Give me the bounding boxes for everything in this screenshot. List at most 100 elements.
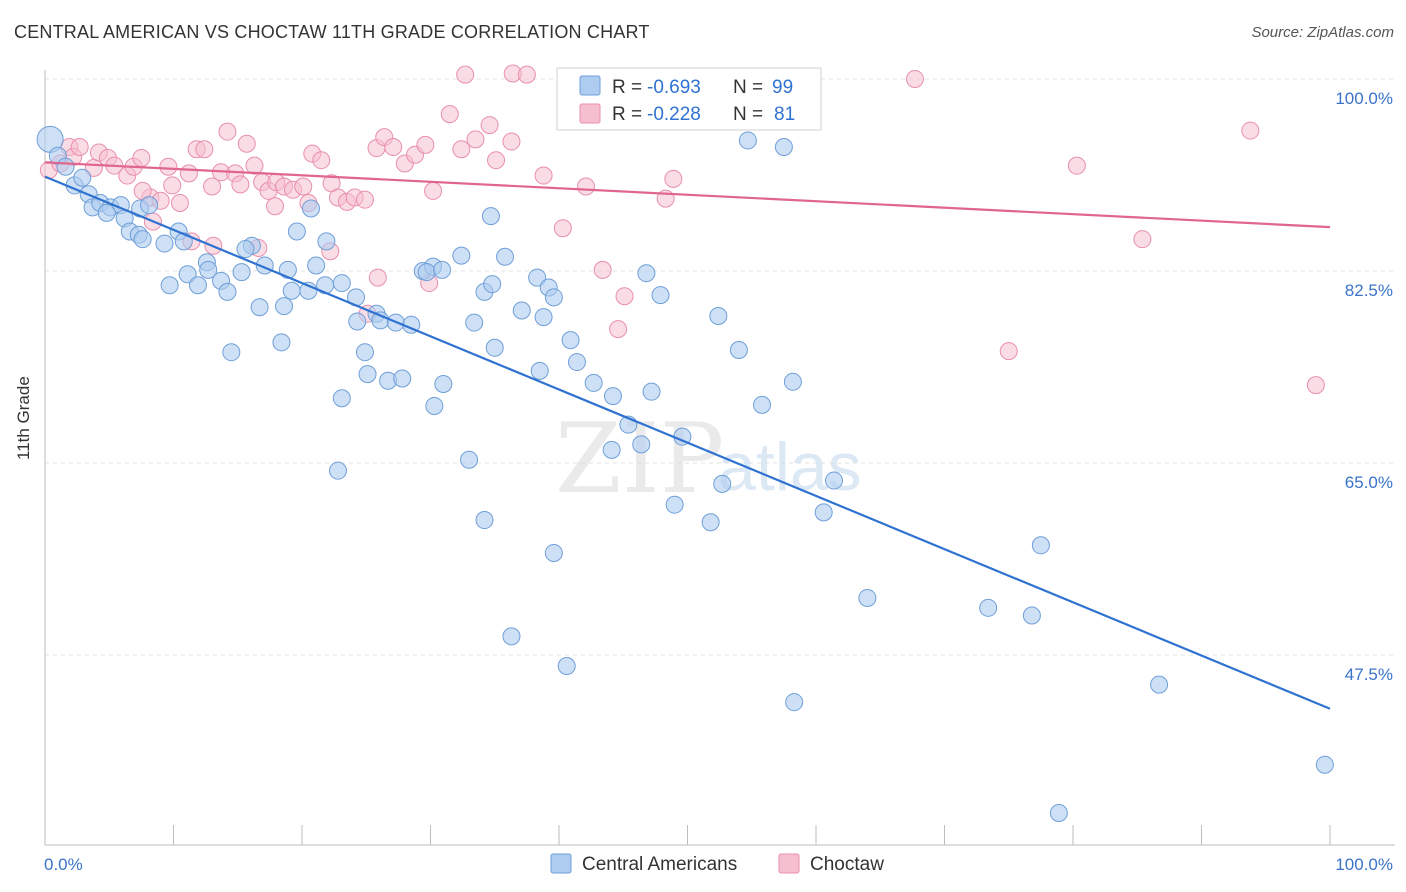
central-americans-point-81 <box>434 375 453 394</box>
choctaw-point-59 <box>615 287 634 306</box>
central-americans-point-61 <box>534 308 553 327</box>
trend-lines <box>44 161 1331 710</box>
choctaw-point-49 <box>466 130 485 149</box>
central-americans-point-95 <box>783 372 802 391</box>
watermark-zip: ZIP <box>555 403 724 515</box>
central-americans-point-34 <box>307 256 326 275</box>
chart-title: CENTRAL AMERICAN VS CHOCTAW 11TH GRADE C… <box>14 22 650 42</box>
central-americans-point-70 <box>584 373 603 392</box>
choctaw-point-20 <box>203 177 222 196</box>
central-americans-point-55 <box>483 275 502 294</box>
central-americans-point-66 <box>603 387 622 406</box>
central-americans-point-86 <box>637 264 656 283</box>
choctaw-point-16 <box>170 193 189 212</box>
central-americans-point-72 <box>272 333 291 352</box>
central-americans-point-90 <box>475 511 494 530</box>
central-americans-point-39 <box>275 297 294 316</box>
central-americans-point-84 <box>774 138 793 157</box>
choctaw-point-76 <box>1067 156 1086 175</box>
central-americans-point-77 <box>393 369 412 388</box>
central-americans-point-2 <box>56 157 75 176</box>
legend-swatch-pink <box>579 103 601 124</box>
choctaw-point-17 <box>179 164 198 183</box>
central-americans-point-74 <box>358 365 377 384</box>
choctaw-point-32 <box>294 177 313 196</box>
choctaw-point-56 <box>576 177 595 196</box>
central-americans-point-103 <box>785 693 804 712</box>
x-tick-label-0: 0.0% <box>44 855 83 874</box>
bottom-legend-label-central-americans: Central Americans <box>582 854 737 875</box>
legend-swatch-blue <box>579 75 601 96</box>
choctaw-trend-line <box>44 161 1331 229</box>
legend-r-label-2: R = <box>612 104 642 125</box>
tick-labels: 100.0% 82.5% 65.0% 47.5% 0.0% 100.0% <box>44 89 1393 874</box>
central-americans-point-19 <box>174 232 193 251</box>
legend-n-label-1: N = <box>733 77 763 98</box>
central-americans-point-56 <box>485 338 504 357</box>
choctaw-point-65 <box>368 268 387 287</box>
choctaw-point-73 <box>452 140 471 159</box>
central-americans-point-10 <box>97 203 116 222</box>
choctaw-point-47 <box>440 105 459 124</box>
y-tick-label-0: 100.0% <box>1335 89 1393 108</box>
central-americans-point-96 <box>858 588 877 607</box>
central-americans-point-91 <box>502 627 521 646</box>
central-americans-point-20 <box>178 265 197 284</box>
central-americans-point-38 <box>250 298 269 317</box>
central-americans-point-104 <box>824 471 843 490</box>
choctaw-point-80 <box>1306 376 1325 395</box>
legend: R = -0.693 N = 99 R = -0.228 N = 81 <box>556 67 822 131</box>
choctaw-point-25 <box>237 134 256 153</box>
bottom-legend-swatch-blue <box>550 853 572 874</box>
central-americans-point-80 <box>425 396 444 415</box>
choctaw-point-57 <box>593 260 612 279</box>
watermark: ZIP atlas <box>555 403 862 515</box>
central-americans-point-36 <box>317 232 336 251</box>
choctaw-point-78 <box>999 342 1018 361</box>
choctaw-point-54 <box>534 166 553 185</box>
central-americans-point-23 <box>188 276 207 295</box>
series-central-americans-points <box>36 125 1334 822</box>
central-americans-point-26 <box>218 282 237 301</box>
central-americans-trend-line <box>44 175 1331 710</box>
central-americans-point-63 <box>530 361 549 380</box>
central-americans-point-83 <box>738 131 757 150</box>
central-americans-point-50 <box>433 260 452 279</box>
central-americans-point-75 <box>332 389 351 408</box>
choctaw-point-79 <box>1241 121 1260 140</box>
central-americans-point-27 <box>232 263 251 282</box>
central-americans-point-108 <box>713 474 732 493</box>
choctaw-point-71 <box>266 197 285 216</box>
choctaw-point-46 <box>424 181 443 200</box>
central-americans-point-88 <box>709 306 728 325</box>
choctaw-point-34 <box>312 151 331 170</box>
legend-r-value-1: -0.693 <box>647 77 701 98</box>
choctaw-point-42 <box>384 138 403 157</box>
y-tick-label-2: 65.0% <box>1345 473 1393 492</box>
choctaw-point-51 <box>487 151 506 170</box>
choctaw-point-45 <box>416 135 435 154</box>
choctaw-point-77 <box>1133 230 1152 249</box>
central-americans-point-16 <box>133 230 152 249</box>
choctaw-point-48 <box>456 65 475 84</box>
central-americans-point-109 <box>642 382 661 401</box>
central-americans-point-54 <box>481 207 500 226</box>
legend-n-value-1: 99 <box>772 77 793 98</box>
bottom-legend-swatch-pink <box>778 853 800 874</box>
choctaw-point-15 <box>163 176 182 195</box>
central-americans-point-93 <box>557 656 576 675</box>
choctaw-point-55 <box>553 219 572 238</box>
central-americans-point-52 <box>465 313 484 332</box>
central-americans-point-105 <box>753 395 772 414</box>
central-americans-point-59 <box>528 268 547 287</box>
central-americans-point-71 <box>222 343 241 362</box>
central-americans-point-58 <box>512 301 531 320</box>
central-americans-point-51 <box>452 246 471 265</box>
central-americans-point-17 <box>155 234 174 253</box>
x-tick-label-1: 100.0% <box>1335 855 1393 874</box>
central-americans-point-98 <box>1022 606 1041 625</box>
bottom-legend-label-choctaw: Choctaw <box>810 854 884 875</box>
central-americans-point-33 <box>301 199 320 218</box>
watermark-atlas: atlas <box>718 429 862 505</box>
central-americans-point-89 <box>729 340 748 359</box>
